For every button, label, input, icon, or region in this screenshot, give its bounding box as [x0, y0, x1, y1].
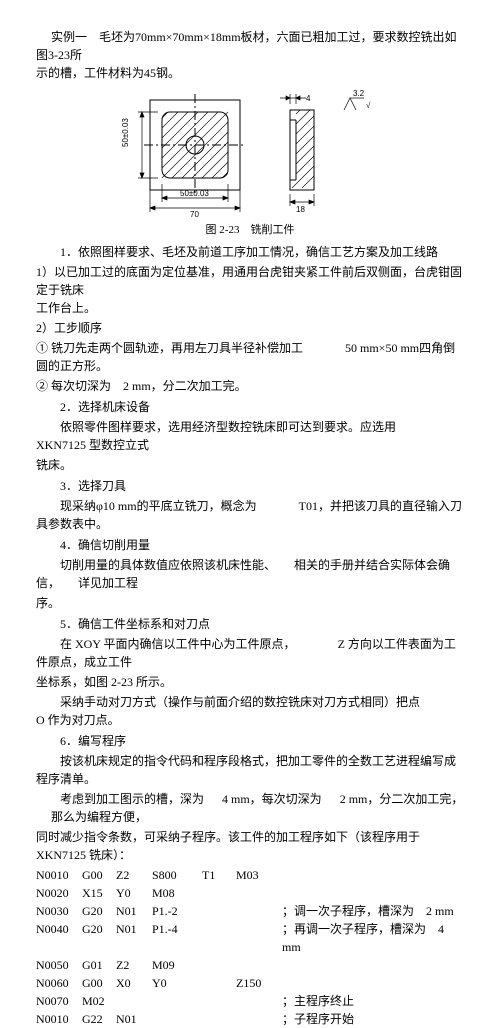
s5-p3: 采纳手动对刀方式（操作与前面介绍的数控铣床对刀方式相同）把点 O 作为对刀点。	[36, 693, 464, 729]
dim-thick: 18	[296, 205, 305, 214]
s6-p2: 考虑到加工图示的槽，深为 4 mm，每次切深为 2 mm，分二次加工完， 那么为…	[36, 790, 464, 826]
dim-outer: 70	[190, 210, 199, 219]
s1-p2-2: ② 每次切深为 2 mm，分二次加工完。	[36, 377, 464, 395]
s2-p1: 依照零件图样要求，选用经济型数控铣床即可达到要求。应选用 XKN7125 型数控…	[36, 418, 464, 454]
s1-p2: 2）工步顺序	[36, 319, 464, 337]
s5-p2: 坐标系，如图 2-23 所示。	[36, 673, 464, 691]
nc-row: N0010G00Z2S800T1M03	[36, 866, 464, 884]
nc-row: N0070M02；主程序终止	[36, 992, 464, 1010]
dim-depth: 4	[306, 94, 311, 103]
surface-value: 3.2	[353, 90, 365, 98]
intro-line2: 示的槽，工件材料为45钢。	[36, 66, 180, 80]
nc-row: N0040G20N01P1.-4；再调一次子程序，槽深为 4 mm	[36, 920, 464, 956]
nc-row: N0010G22N01；子程序开始	[36, 1010, 464, 1028]
s1-p2-1: ① 铣刀先走两个圆轨迹，再用左刀具半径补偿加工 50 mm×50 mm四角倒圆的…	[36, 339, 464, 375]
s4-p1: 切削用量的具体数值应依照该机床性能、 相关的手册并结合实际体会确信， 详见加工程	[36, 556, 464, 592]
nc-row: N0050G01Z2M09	[36, 956, 464, 974]
dim-inner-w: 50±0.03	[180, 189, 209, 198]
milling-diagram: 50±0.03 70 50±0.03	[110, 90, 390, 220]
s6-header: 6．编写程序	[36, 732, 464, 750]
example-intro: 实例一 毛坯为70mm×70mm×18mm板材，六面已粗加工过，要求数控铣出如图…	[36, 28, 464, 82]
figure-2-23: 50±0.03 70 50±0.03	[36, 90, 464, 239]
s5-p1: 在 XOY 平面内确信以工件中心为工件原点， Z 方向以工件表面为工件原点，成立…	[36, 635, 464, 671]
nc-row: N0020X15Y0M08	[36, 884, 464, 902]
s3-p1: 现采纳φ10 mm的平底立铣刀，概念为 T01，并把该刀具的直径输入刀具参数表中…	[36, 497, 464, 533]
s6-p1: 按该机床规定的指令代码和程序段格式，把加工零件的全数工艺进程编写成程序清单。	[36, 752, 464, 788]
intro-line1: 实例一 毛坯为70mm×70mm×18mm板材，六面已粗加工过，要求数控铣出如图…	[36, 30, 457, 62]
dim-inner-h: 50±0.03	[121, 118, 130, 147]
s2-p2: 铣床。	[36, 456, 464, 474]
s1-p1: 1）以已加工过的底面为定位基准，用通用台虎钳夹紧工件前后双侧面，台虎钳固定于铣床…	[36, 263, 464, 317]
s2-header: 2．选择机床设备	[36, 398, 464, 416]
figure-caption: 图 2-23 铣削工件	[36, 222, 464, 239]
s4-header: 4．确信切削用量	[36, 536, 464, 554]
nc-row: N0030G20N01P1.-2；调一次子程序，槽深为 2 mm	[36, 902, 464, 920]
s6-p3: 同时减少指令条数，可采纳子程序。该工件的加工程序如下（该程序用于 XKN7125…	[36, 828, 464, 864]
s4-p2: 序。	[36, 594, 464, 612]
s3-header: 3．选择刀具	[36, 477, 464, 495]
s1-header: 1．依照图样要求、毛坯及前道工序加工情况，确信工艺方案及加工线路	[36, 243, 464, 261]
nc-program: N0010G00Z2S800T1M03 N0020X15Y0M08 N0030G…	[36, 866, 464, 1028]
svg-text:√: √	[366, 101, 371, 110]
nc-row: N0060G00X0Y0Z150	[36, 974, 464, 992]
s5-header: 5．确信工件坐标系和对刀点	[36, 615, 464, 633]
